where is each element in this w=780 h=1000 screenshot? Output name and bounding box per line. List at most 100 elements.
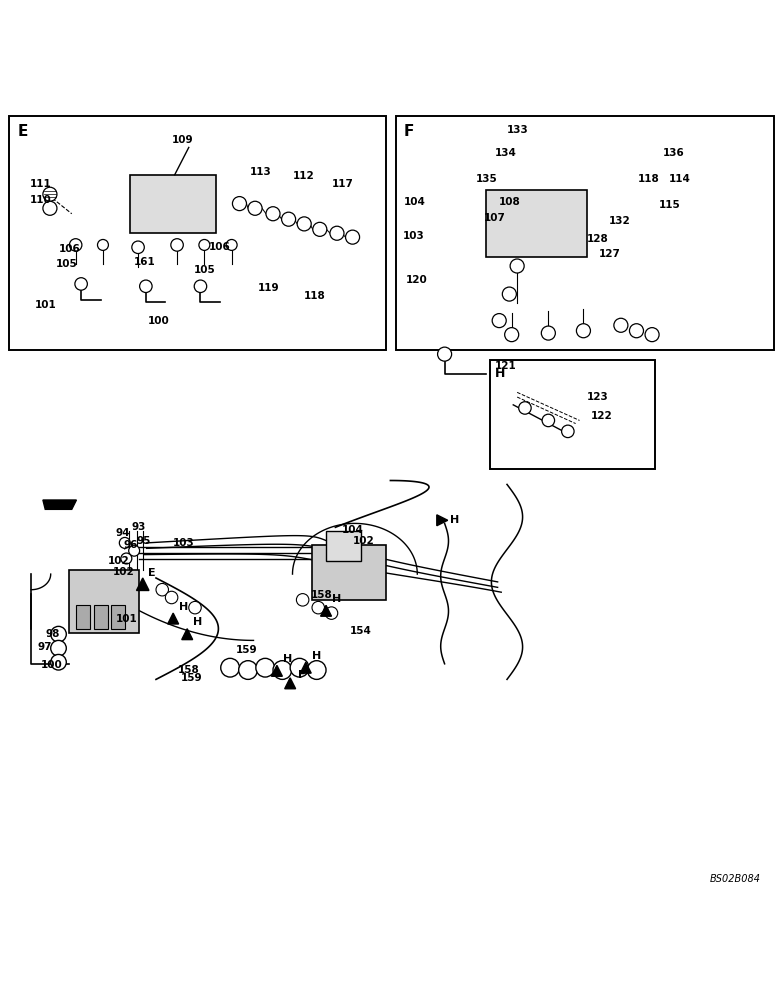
Text: 103: 103 [402,231,424,241]
Bar [486,190,587,257]
Text: 120: 120 [406,275,427,285]
Text: 101: 101 [35,300,57,310]
Circle shape [119,537,130,548]
Polygon shape [321,605,332,616]
Text: 109: 109 [172,135,193,145]
Circle shape [189,601,201,614]
Text: 97: 97 [37,642,52,652]
Text: 94: 94 [115,528,130,538]
Circle shape [346,230,360,244]
Text: 122: 122 [591,411,613,421]
Text: 114: 114 [669,174,691,184]
Text: 135: 135 [476,174,498,184]
Circle shape [51,654,66,670]
Circle shape [199,239,210,250]
Text: 105: 105 [193,265,215,275]
Circle shape [226,239,237,250]
Bar [490,360,655,469]
Circle shape [629,324,644,338]
Circle shape [325,607,338,619]
Circle shape [313,222,327,236]
Circle shape [51,626,66,642]
Text: 108: 108 [499,197,521,207]
Text: H: H [332,594,342,604]
Circle shape [256,658,275,677]
Circle shape [51,640,66,656]
Circle shape [562,425,574,438]
Text: H: H [450,515,459,525]
Text: H: H [179,602,189,612]
Circle shape [156,583,168,596]
Circle shape [239,661,257,679]
Circle shape [510,259,524,273]
Circle shape [614,318,628,332]
Circle shape [98,239,108,250]
Circle shape [129,545,140,556]
Text: 107: 107 [484,213,505,223]
Text: E: E [17,124,27,139]
Polygon shape [300,662,311,673]
Circle shape [296,594,309,606]
Text: 100: 100 [148,316,170,326]
Text: 98: 98 [45,629,59,639]
Text: 110: 110 [30,195,51,205]
Text: 100: 100 [41,660,62,670]
Circle shape [75,278,87,290]
Text: 95: 95 [136,536,151,546]
Bar [94,605,108,629]
Text: 96: 96 [123,540,137,550]
Polygon shape [43,500,76,509]
Text: 158: 158 [310,590,332,600]
Text: 132: 132 [608,216,630,226]
Text: 112: 112 [292,171,314,181]
Text: 101: 101 [115,614,137,624]
Circle shape [248,201,262,215]
Bar [76,605,90,629]
Polygon shape [437,515,448,526]
Text: 102: 102 [353,536,374,546]
Circle shape [297,217,311,231]
Text: 102: 102 [113,567,135,577]
Text: 106: 106 [209,242,231,252]
Text: 134: 134 [495,148,517,158]
Text: 104: 104 [404,197,426,207]
Circle shape [645,328,659,342]
Polygon shape [182,629,193,640]
Text: 154: 154 [349,626,371,636]
Bar [9,116,386,350]
Circle shape [266,207,280,221]
Text: 119: 119 [257,283,279,293]
Text: 111: 111 [30,179,51,189]
Bar [396,116,774,350]
Text: 118: 118 [304,291,326,301]
Polygon shape [285,678,296,689]
Text: 128: 128 [587,234,608,244]
Polygon shape [271,665,282,676]
Text: 117: 117 [332,179,353,189]
Polygon shape [168,613,179,624]
Circle shape [312,601,324,614]
Text: 127: 127 [599,249,621,259]
Text: 159: 159 [236,645,257,655]
Text: 104: 104 [342,525,363,535]
Circle shape [171,239,183,251]
Circle shape [69,239,82,251]
Circle shape [232,197,246,211]
Text: 159: 159 [181,673,203,683]
Circle shape [273,661,292,679]
Text: 158: 158 [178,665,200,675]
Text: BS02B084: BS02B084 [710,874,760,884]
Polygon shape [136,578,149,590]
Circle shape [121,553,132,564]
Circle shape [541,326,555,340]
Bar [312,545,386,600]
Circle shape [519,402,531,414]
Text: 123: 123 [587,392,608,402]
Circle shape [502,287,516,301]
Bar [326,531,361,561]
Circle shape [221,658,239,677]
Circle shape [132,241,144,254]
Text: 93: 93 [131,522,145,532]
Text: 161: 161 [134,257,156,267]
Text: 136: 136 [663,148,685,158]
